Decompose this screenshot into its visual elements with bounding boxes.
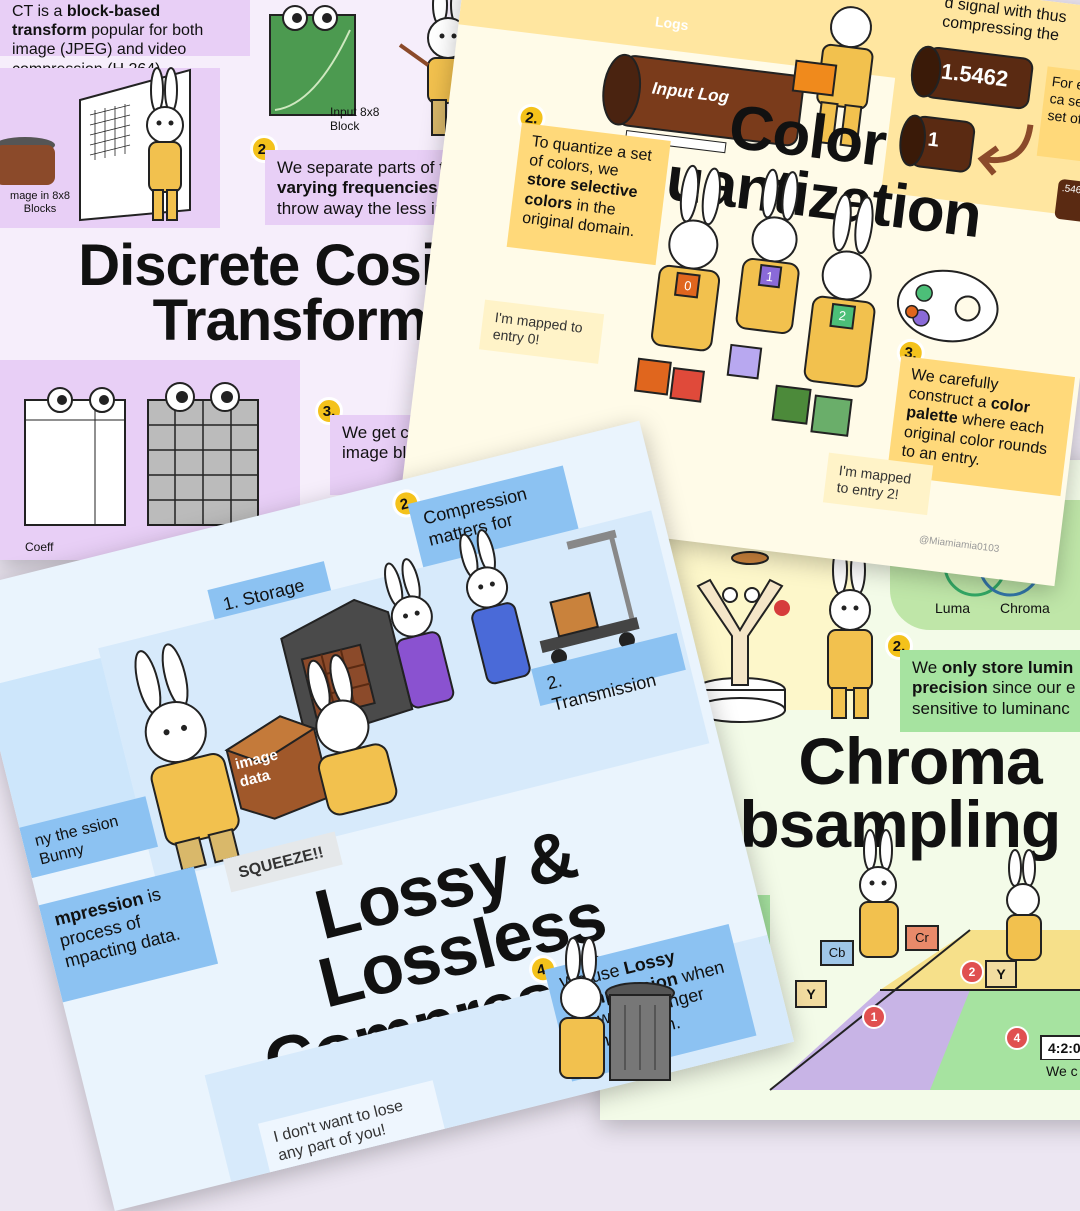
dct-block-label: Input 8x8 Block (330, 105, 380, 134)
chroma-step2-marker: 2 (960, 960, 984, 984)
dct-coeff-label: Coeff (25, 540, 54, 554)
chroma-y-box-left: Y (795, 980, 827, 1008)
chroma-title: Chroma ubsampling (700, 724, 1061, 861)
quant-mapped0-box: I'm mapped to entry 0! (479, 299, 605, 364)
lossy-bunny-blue (459, 529, 531, 685)
chroma-bunny-rose (774, 545, 873, 719)
dct-bunny-saw (146, 67, 184, 221)
chroma-cb-box: Cb (820, 940, 854, 966)
chroma-chroma-label: Chroma (1000, 600, 1050, 616)
quant-bunny-saw (791, 6, 874, 148)
lossy-trash-can-icon (605, 982, 675, 1081)
chroma-step2-box: We only store lumin precision since our … (900, 650, 1080, 732)
dct-basket-icon (0, 137, 55, 185)
lossy-bunny-trash (559, 937, 605, 1079)
quant-bunny-group (633, 164, 876, 437)
dct-block-character (269, 5, 356, 116)
chroma-ratio-badge: 4:2:0 (1040, 1035, 1080, 1061)
dct-image-label: mage in 8x8 Blocks (10, 190, 70, 216)
quant-log-value-icon (910, 45, 1034, 110)
lossy-bunny-big (134, 643, 240, 872)
lossy-cart-icon (539, 529, 640, 666)
quant-input-log (602, 53, 805, 154)
dct-intro-box (0, 0, 250, 56)
chroma-step1-marker: 1 (862, 1005, 886, 1029)
chroma-bunny-cb (859, 829, 899, 958)
lossy-card: 2. Compression matters for 1. Storage 2.… (0, 420, 795, 1211)
quant-small-log: .5462 (1054, 178, 1080, 224)
chroma-y-box-right: Y (985, 960, 1017, 988)
quant-credit: @Miamiamia0103 (918, 534, 1000, 556)
chroma-bottom-text: We c (1040, 1060, 1080, 1083)
chroma-step4-marker: 4 (1005, 1026, 1029, 1050)
chroma-bunny-right (1006, 849, 1042, 961)
lossy-box-icon (224, 715, 333, 820)
dct-intro-text: CT is a block-based transform popular fo… (12, 3, 204, 78)
quant-card: Logs Input Log d signal with thus compre… (399, 0, 1080, 587)
quant-palette-icon (896, 269, 999, 343)
dct-coeff-grid (24, 382, 259, 526)
dct-title: Discrete Cosine Transform (78, 233, 502, 354)
quant-log-rounded-icon (899, 114, 976, 173)
quant-arrow-icon (977, 124, 1034, 176)
chroma-cr-box: Cr (905, 925, 939, 951)
lossy-bunny-push (307, 654, 398, 816)
lossy-bunny-purple (384, 558, 455, 709)
chroma-luma-label: Luma (935, 600, 971, 616)
